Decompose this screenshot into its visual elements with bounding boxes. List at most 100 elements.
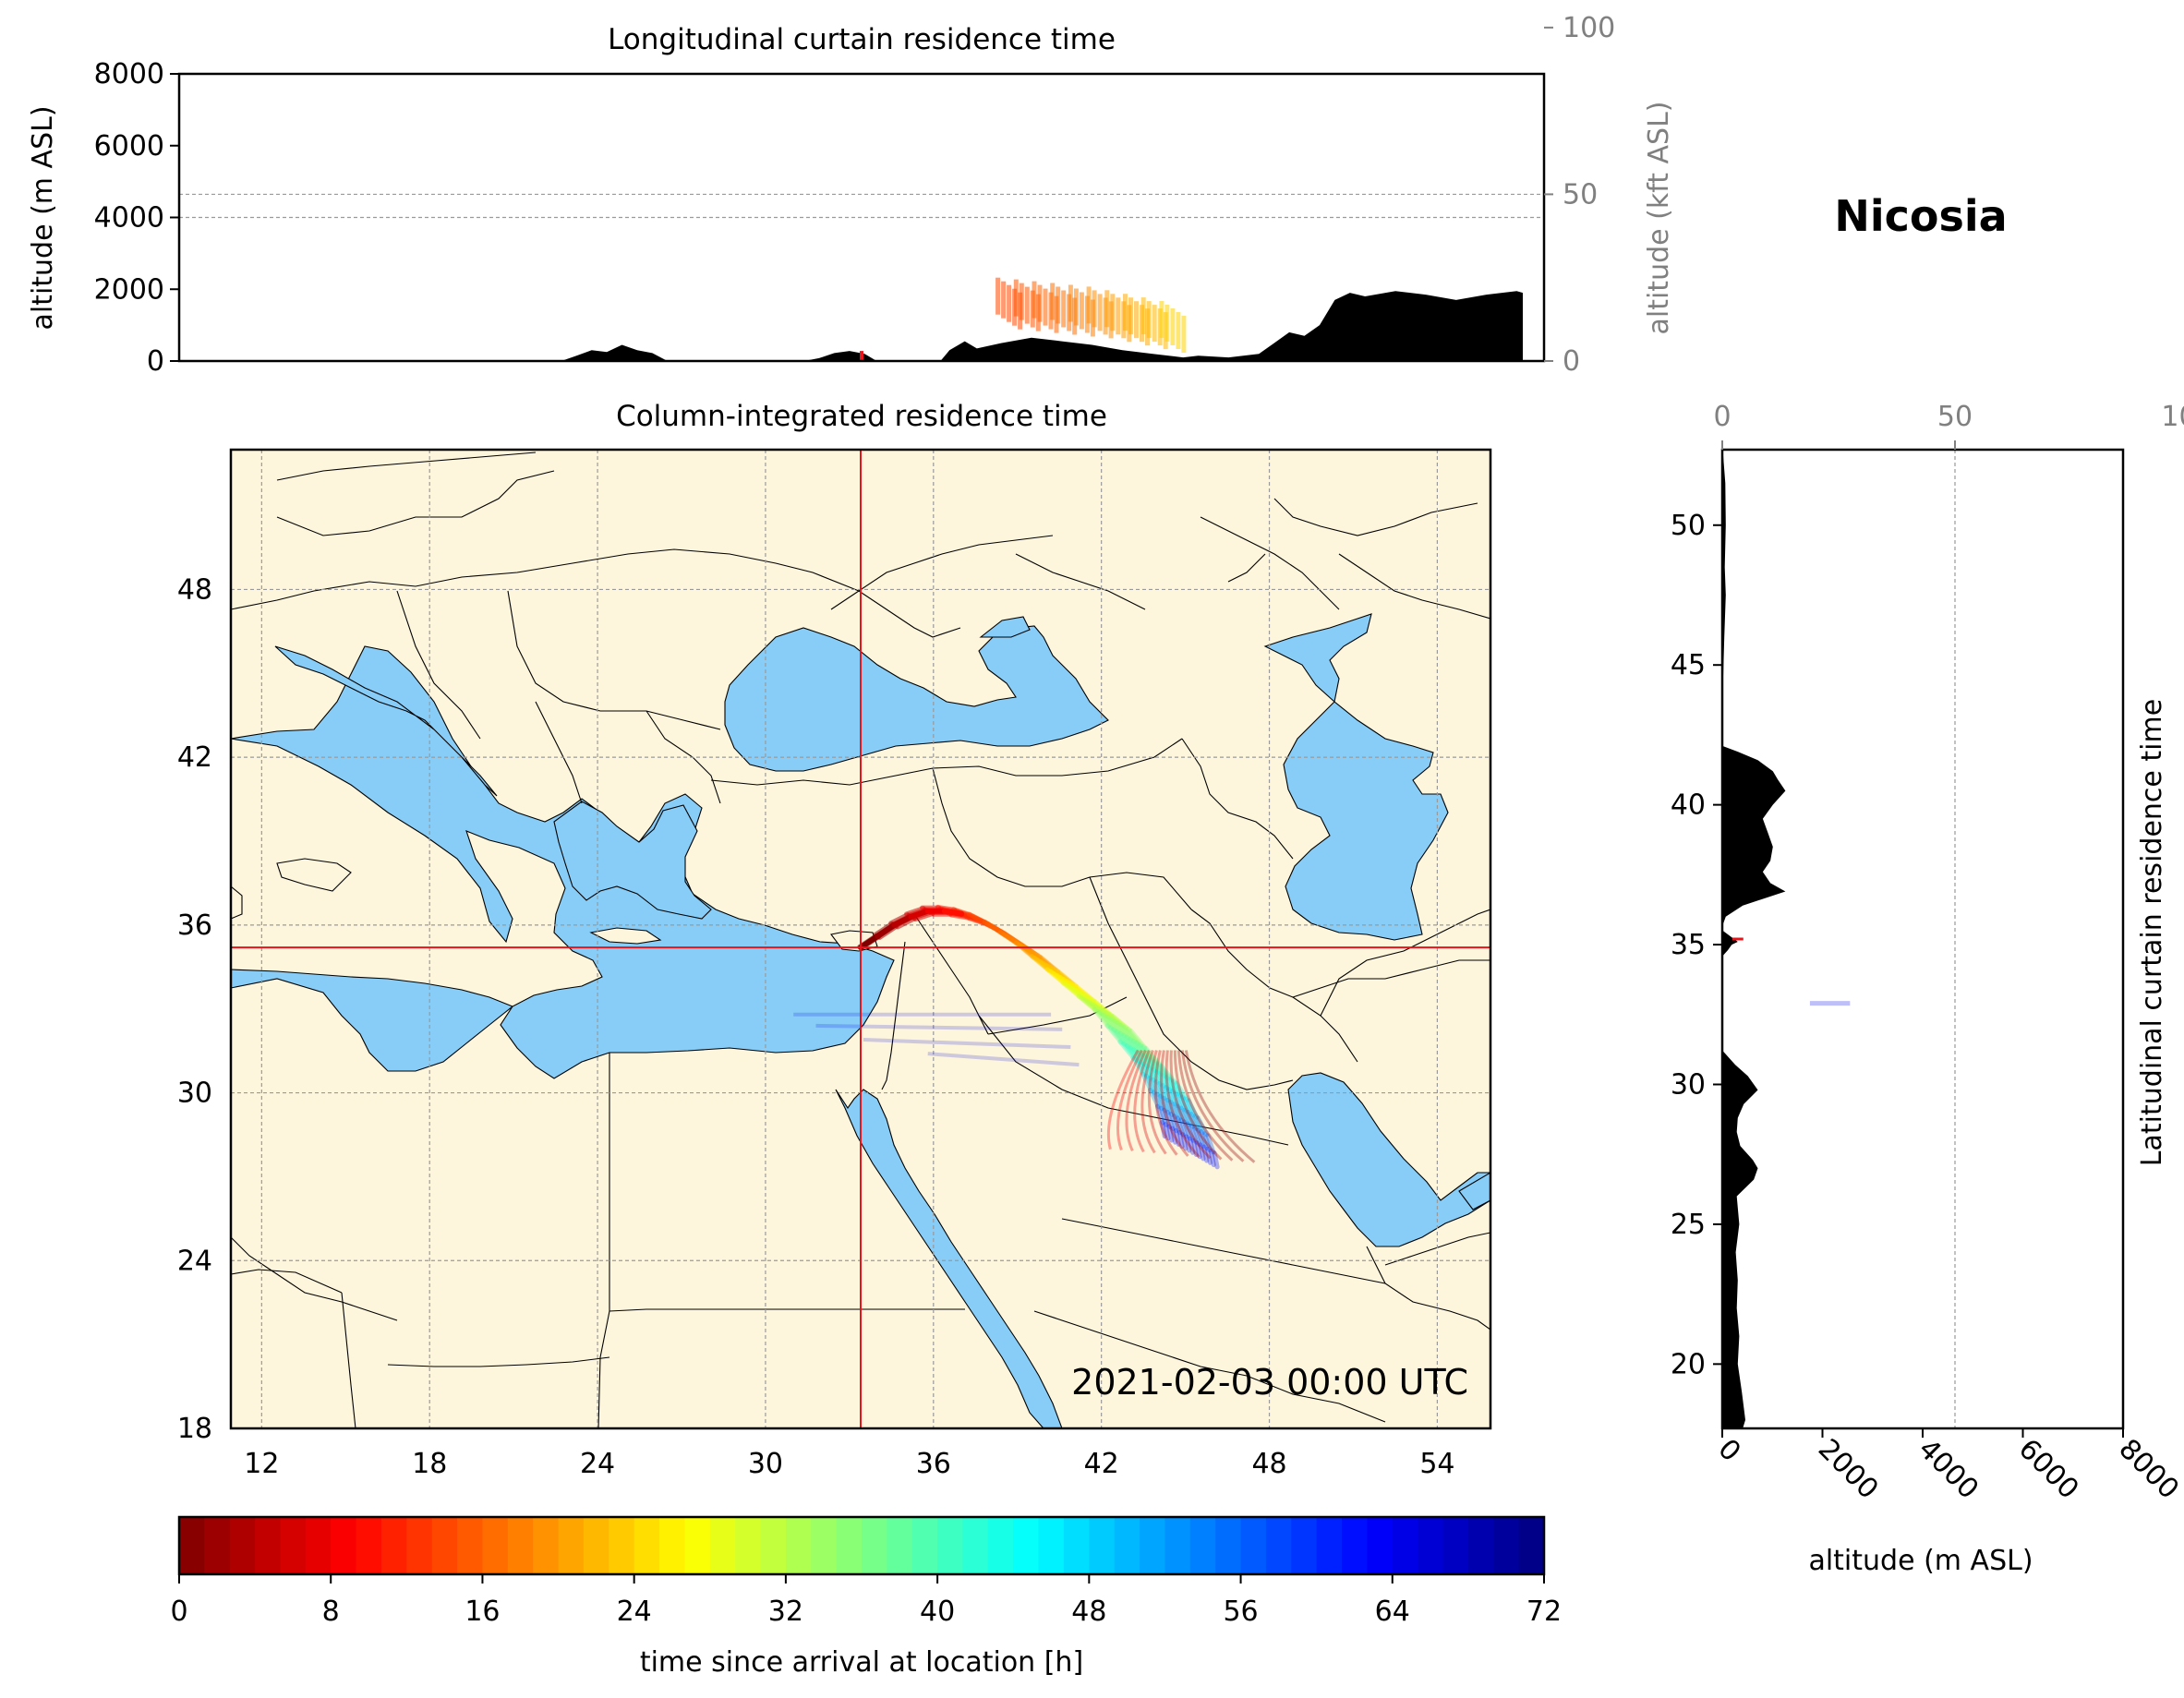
map-plume-fan (1147, 1050, 1167, 1155)
map-plume-segment (1050, 966, 1072, 985)
map-plume-segment (1125, 1026, 1144, 1048)
map-plume-segment (1158, 1063, 1177, 1085)
colorbar-cell (1189, 1517, 1216, 1574)
map-plume-segment (1181, 1119, 1192, 1141)
map-plume-segment (985, 921, 1008, 937)
map-plume-fan (1169, 1050, 1212, 1160)
map-plume-segment (1147, 1065, 1164, 1087)
persian-gulf (1287, 1072, 1490, 1247)
map-plume-segment (1178, 1105, 1192, 1127)
map-plume-segment (1185, 1121, 1196, 1143)
map-plume-segment (1128, 1028, 1148, 1050)
longitudinal-terrain (179, 291, 1544, 361)
map-plume-segment (1143, 1073, 1157, 1095)
map-trajectory-plume (793, 904, 1256, 1170)
longitudinal-plume-mark (1128, 297, 1133, 335)
map-plume-segment (1172, 1102, 1186, 1124)
map-plume-segment (1089, 1001, 1111, 1020)
map-plume-segment (1172, 1114, 1183, 1136)
longitudinal-plume-mark (1159, 301, 1164, 338)
map-plume-segment (1076, 990, 1099, 1009)
map-plume-segment (1143, 1063, 1160, 1085)
map-plume-core (858, 933, 881, 951)
map-plume-segment (1054, 968, 1076, 987)
map-plume-segment (1044, 962, 1067, 981)
colorbar-tick-label: 48 (1071, 1596, 1106, 1628)
map-plume-segment (1174, 1080, 1190, 1102)
map-plume-segment (1185, 1109, 1199, 1131)
map-plume-segment (1098, 1006, 1120, 1026)
map-plume-segment (1205, 1146, 1213, 1165)
map-plume-fan (1153, 1050, 1178, 1156)
map-plume-segment (979, 919, 1001, 933)
map-ytick-label: 48 (177, 573, 212, 606)
latitudinal-ytick-label: 35 (1671, 929, 1706, 961)
map-plume-fan (1176, 1050, 1234, 1162)
map-ytick-label: 30 (177, 1078, 212, 1110)
map-plume-segment (988, 922, 1010, 939)
map-plume-segment (1159, 1119, 1167, 1139)
map-plume-segment (1121, 1041, 1140, 1063)
map-plume-segment (1192, 1114, 1206, 1136)
map-title: Column-integrated residence time (616, 400, 1107, 433)
mediterranean-sea (231, 645, 895, 1079)
map-plume-segment (1026, 947, 1048, 967)
colorbar-cell (760, 1517, 787, 1574)
colorbar-tick-label: 72 (1526, 1596, 1562, 1628)
map-plume-segment (1205, 1133, 1216, 1155)
latitudinal-terrain (1722, 450, 1786, 1428)
latitudinal-x-axis: 0 2000 4000 6000 8000 (1711, 1428, 2184, 1506)
colorbar-cell (457, 1517, 484, 1574)
map-plume-segment (1124, 1034, 1143, 1056)
latitudinal-xtick-label: 6000 (2012, 1433, 2085, 1506)
map-plume-segment (1153, 1068, 1170, 1091)
map-plume-segment (1085, 999, 1107, 1018)
map-plume-segment (1035, 953, 1057, 972)
map-plume-segment (1094, 1005, 1116, 1024)
longitudinal-ytick-right-label: 0 (1563, 345, 1580, 378)
map-plume-segment (1051, 970, 1073, 990)
map-plume-segment (1073, 988, 1095, 1007)
map-plume-segment (1047, 964, 1069, 983)
map-plume-segment (967, 916, 989, 927)
longitudinal-plume-mark (1123, 294, 1128, 331)
map-plume-segment (1104, 1015, 1125, 1037)
map-plume-segment (1175, 1103, 1189, 1126)
latitudinal-grid (1721, 450, 1956, 1428)
map-plume-segment (1138, 1051, 1157, 1073)
map-plume-segment (1121, 1032, 1140, 1054)
map-plume-segment (1001, 932, 1023, 948)
colorbar-cell (1063, 1517, 1090, 1574)
map-plume-segment (1148, 1057, 1167, 1079)
latitudinal-xtick-label: 4000 (1912, 1433, 1985, 1506)
map-plume-segment (1190, 1138, 1199, 1157)
colorbar-cell (1038, 1517, 1065, 1574)
colorbar-cell (1215, 1517, 1242, 1574)
map-plume-segment (1157, 1071, 1174, 1093)
latitudinal-xtick-label: 2000 (1812, 1433, 1885, 1506)
map-plume-segment (1164, 1097, 1178, 1119)
longitudinal-ytick-label: 6000 (94, 130, 164, 163)
map-plume-segment (1208, 1148, 1216, 1168)
map-plume-segment (982, 921, 1004, 934)
map-plume-segment (964, 914, 986, 925)
map-plume-segment (1108, 1017, 1128, 1039)
colorbar-cell (482, 1517, 509, 1574)
colorbar-cell (1493, 1517, 1520, 1574)
map-plume-segment (1131, 1047, 1151, 1069)
latitudinal-xtick-label: 8000 (2112, 1433, 2184, 1506)
latitudinal-ytick-label: 30 (1671, 1068, 1706, 1101)
map-xtick-label: 54 (1419, 1448, 1454, 1480)
map-plume-segment (1118, 1022, 1138, 1044)
colorbar-cell (1265, 1517, 1292, 1574)
map-plume-segment (1196, 1115, 1210, 1138)
colorbar-label: time since arrival at location [h] (640, 1646, 1083, 1679)
map-xtick-label: 24 (580, 1448, 615, 1480)
map-plume-segment (1167, 1077, 1184, 1099)
map-plume-segment (1160, 1073, 1176, 1095)
map-plume-segment (1173, 1127, 1181, 1147)
latitudinal-frame (1720, 448, 2125, 1430)
colorbar-cell (229, 1517, 256, 1574)
colorbar-tick-label: 40 (920, 1596, 955, 1628)
map-plume-segment (1184, 1134, 1192, 1153)
